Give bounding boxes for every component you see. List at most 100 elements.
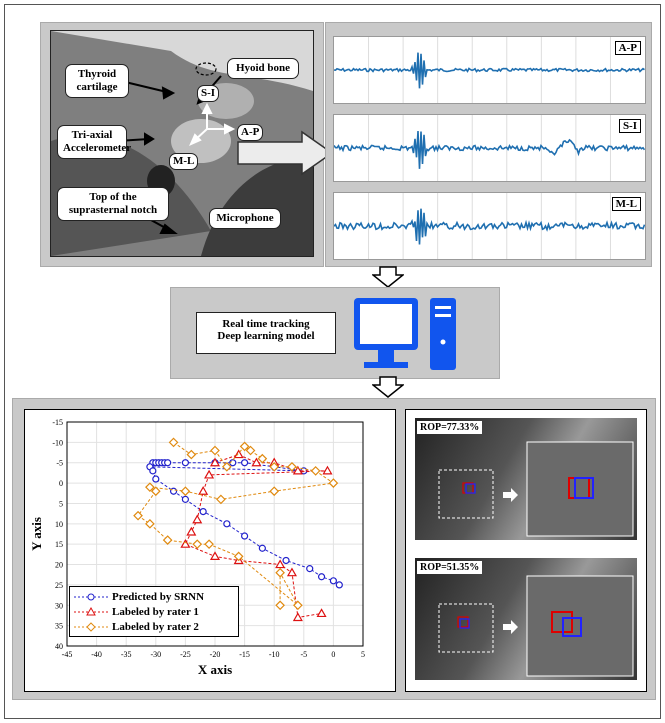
data-point [335, 581, 343, 589]
data-point [275, 600, 285, 611]
rop-value-1: ROP=77.33% [417, 421, 483, 434]
y-tick-label: 35 [55, 622, 63, 631]
data-point [316, 608, 327, 618]
data-point [186, 526, 197, 536]
y-tick-label: -15 [52, 418, 63, 427]
data-point [292, 612, 303, 622]
data-point [251, 457, 262, 467]
x-tick-label: -25 [180, 650, 191, 659]
y-tick-label: 40 [55, 642, 63, 651]
x-tick-label: 5 [361, 650, 365, 659]
data-point [186, 449, 197, 460]
signal-box-si: S-I [333, 114, 646, 182]
data-point [275, 559, 286, 569]
data-point [210, 445, 220, 456]
notch-label: Top of the suprasternal notch [57, 187, 169, 221]
thyroid-label: Thyroid cartilage [65, 64, 129, 98]
data-point [149, 467, 157, 475]
data-point [328, 478, 339, 488]
legend-item-rater1: Labeled by rater 1 [74, 604, 234, 619]
legend-item-rater2: Labeled by rater 2 [74, 619, 234, 634]
data-point [269, 461, 280, 472]
arrow-down-icon [372, 266, 404, 288]
data-point [204, 539, 214, 550]
data-point [221, 461, 232, 472]
data-point [162, 535, 173, 545]
signal-box-ap: A-P [333, 36, 646, 104]
hyoid-label: Hyoid bone [227, 58, 299, 79]
data-point [269, 486, 280, 497]
data-point [223, 520, 231, 528]
legend-marker-diamond-icon [74, 621, 108, 632]
signal-box-ml: M-L [333, 192, 646, 260]
y-tick-label: 5 [59, 499, 63, 508]
y-tick-label: -10 [52, 438, 63, 447]
data-point [257, 453, 268, 464]
accel-label: Tri-axial Accelerometer [57, 125, 131, 159]
signal-tag-ap: A-P [614, 41, 641, 55]
x-axis-label: X axis [198, 662, 232, 677]
x-tick-label: -35 [121, 650, 132, 659]
data-point [233, 449, 244, 459]
data-point [241, 532, 249, 540]
legend-marker-circle-icon [74, 593, 108, 600]
data-point [145, 482, 155, 493]
mic-label: Microphone [209, 208, 281, 229]
data-point [181, 459, 189, 467]
data-point [322, 465, 333, 475]
legend-label-rater2: Labeled by rater 2 [112, 620, 199, 633]
data-point [239, 441, 250, 452]
data-point [292, 465, 303, 475]
rop-value-2: ROP=51.35% [417, 561, 483, 574]
legend-label-predicted: Predicted by SRNN [112, 590, 205, 603]
data-point [329, 577, 337, 585]
data-point [233, 551, 244, 562]
computer-icon [354, 298, 456, 370]
signal-tag-ml: M-L [611, 197, 641, 211]
model-line2: Deep learning model [217, 330, 315, 342]
x-tick-label: -30 [150, 650, 161, 659]
x-tick-label: -45 [62, 650, 73, 659]
rop-image-1: ROP=77.33% [415, 418, 637, 540]
data-point [306, 565, 314, 573]
data-point [133, 510, 143, 521]
x-tick-label: -40 [91, 650, 102, 659]
data-point [258, 544, 266, 552]
data-point [286, 567, 297, 577]
data-point [152, 475, 160, 483]
x-tick-label: -20 [210, 650, 221, 659]
data-point [192, 514, 203, 524]
model-text-box: Real time tracking Deep learning model [196, 312, 336, 354]
y-tick-label: 20 [55, 561, 63, 570]
y-tick-label: 30 [55, 601, 63, 610]
chart-legend: Predicted by SRNN Labeled by rater 1 Lab… [69, 586, 239, 637]
arrow-right-icon [237, 130, 334, 176]
data-point [180, 538, 191, 548]
chart-panel: -45 -40 -35 -30 -25 -20 -15 -10 -5 0 5 -15 -10 -5 0 5 10… [24, 409, 396, 692]
data-point [282, 556, 290, 565]
data-point [198, 486, 209, 495]
y-tick-label: 0 [59, 479, 63, 488]
y-tick-label: 15 [55, 540, 63, 549]
y-tick-label: 25 [55, 581, 63, 590]
si-label: S-I [197, 85, 220, 102]
data-point [168, 437, 179, 448]
x-tick-label: -10 [269, 650, 280, 659]
data-point [180, 486, 191, 497]
data-point [150, 486, 161, 497]
rop-image-2: ROP=51.35% [415, 558, 637, 680]
x-tick-label: 0 [331, 650, 335, 659]
data-point [216, 494, 226, 505]
trajectory-chart: -45 -40 -35 -30 -25 -20 -15 -10 -5 0 5 -15 -10 -5 0 5 10… [29, 418, 365, 677]
data-point [209, 551, 221, 560]
data-point [241, 459, 249, 467]
data-point [199, 507, 207, 516]
model-line1: Real time tracking [222, 318, 310, 330]
data-point [181, 495, 189, 503]
legend-item-predicted: Predicted by SRNN [74, 589, 234, 604]
data-point [204, 469, 215, 479]
data-point [164, 459, 172, 467]
data-point [245, 445, 256, 456]
arrow-down-icon-2 [372, 376, 404, 398]
y-tick-label: -5 [56, 459, 63, 468]
